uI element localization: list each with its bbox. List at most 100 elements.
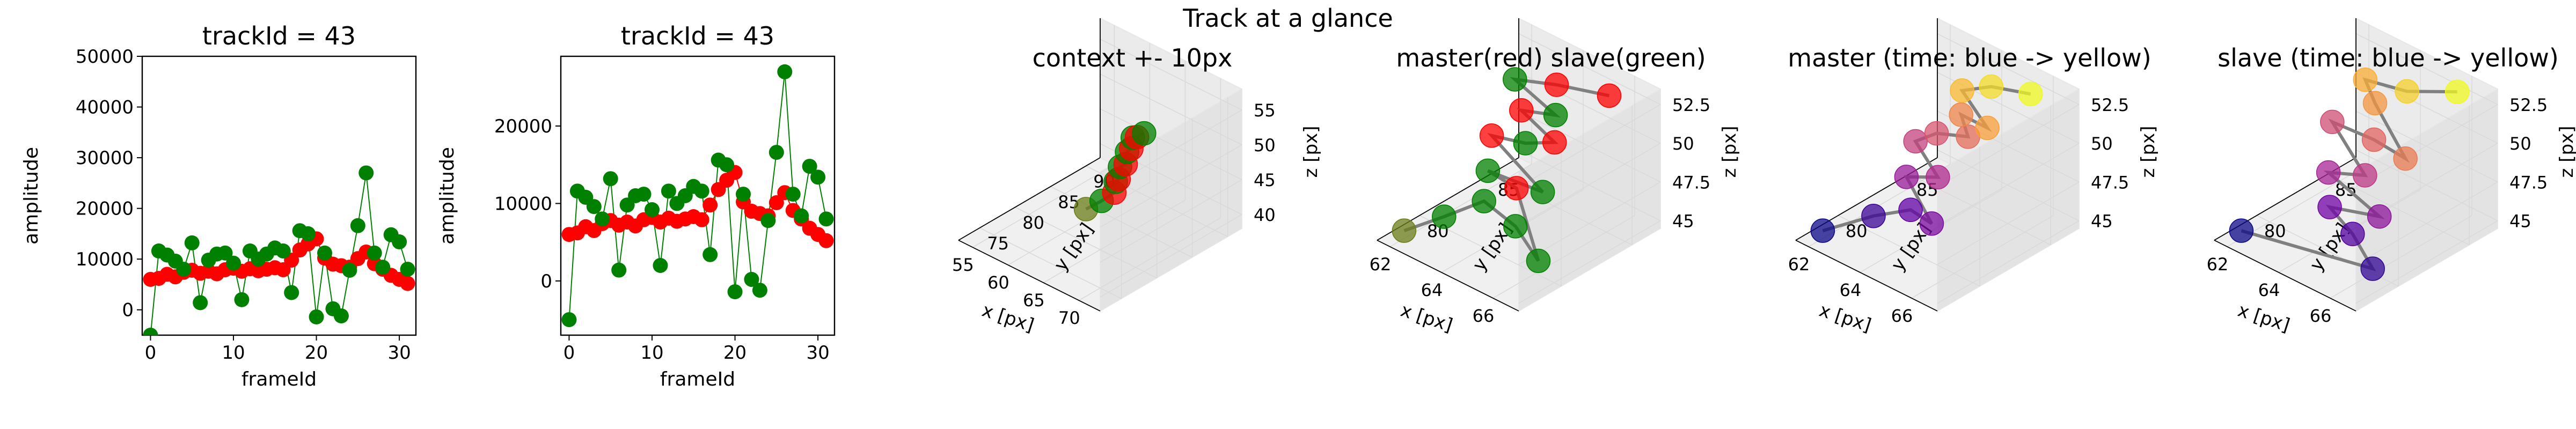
grid-line xyxy=(1100,108,1242,180)
z-tick-label: 52.5 xyxy=(2091,95,2129,115)
y-tick-label: 20000 xyxy=(494,116,552,137)
grid-line xyxy=(1100,179,1242,263)
grid-line xyxy=(2327,174,2470,246)
data-point-green xyxy=(217,245,233,261)
data-point-green xyxy=(375,260,391,275)
data-point-green xyxy=(727,284,743,300)
data-point-green xyxy=(702,247,718,262)
grid-line xyxy=(1008,182,1150,265)
x-tick-label: 0 xyxy=(145,342,157,364)
x-tick-label: 64 xyxy=(1840,280,1862,300)
x-tick-label: 64 xyxy=(1421,280,1443,300)
x-tick-label: 60 xyxy=(987,272,1009,293)
x-tick-label: 65 xyxy=(1023,290,1045,310)
panel-3-context-3d: 556065707580859040455055x [px]y [px]z [p… xyxy=(952,17,1322,336)
axes-title: master (time: blue -> yellow) xyxy=(1788,43,2151,72)
plot-area xyxy=(143,165,415,335)
x-tick-label: 0 xyxy=(564,342,575,364)
z-tick-label: 50 xyxy=(2509,134,2531,154)
data-point-green xyxy=(143,328,158,335)
data-point-green xyxy=(794,208,809,224)
grid-line xyxy=(2355,104,2498,188)
grid-line xyxy=(2330,215,2472,299)
data-point-green xyxy=(777,64,793,79)
data-point xyxy=(2395,79,2419,104)
data-point xyxy=(1597,83,1622,108)
data-point xyxy=(1926,165,1950,190)
y-tick-label: 0 xyxy=(122,300,134,321)
data-point-green xyxy=(603,171,618,187)
z-axis-label: z [px] xyxy=(1300,126,1322,178)
data-point xyxy=(1472,189,1496,213)
data-point xyxy=(1861,203,1886,228)
data-point-green xyxy=(595,211,610,227)
data-point-green xyxy=(358,165,374,181)
data-point-green xyxy=(333,308,349,324)
z-tick-label: 40 xyxy=(1254,205,1276,225)
data-point xyxy=(2361,127,2387,152)
data-point xyxy=(1975,115,2000,140)
y-tick-label: 10000 xyxy=(494,193,552,214)
z-tick-label: 47.5 xyxy=(2509,172,2548,193)
x-tick-label: 70 xyxy=(1058,308,1080,328)
data-point-green xyxy=(586,199,602,214)
x-tick-label: 66 xyxy=(1891,306,1913,326)
z-tick-label: 47.5 xyxy=(1672,172,1710,193)
data-point xyxy=(1898,197,1923,223)
data-point-green xyxy=(342,262,357,278)
data-point xyxy=(1542,130,1567,155)
data-point-green xyxy=(636,187,652,202)
x-tick-label: 20 xyxy=(723,342,747,364)
grid-line xyxy=(1937,181,2080,265)
data-point-red xyxy=(400,276,415,291)
axes-title: master(red) slave(green) xyxy=(1396,43,1706,72)
x-axis-line xyxy=(1795,240,1938,312)
data-point xyxy=(1924,121,1949,146)
data-point xyxy=(2362,91,2388,116)
z-tick-label: 47.5 xyxy=(2091,172,2129,193)
grid-line xyxy=(1015,206,1157,279)
data-point xyxy=(2353,163,2377,188)
y-tick-label: 10000 xyxy=(76,249,134,270)
x-tick-label: 62 xyxy=(1788,254,1810,275)
x-axis-label: x [px] xyxy=(1817,300,1874,337)
y-tick-label: 40000 xyxy=(76,97,134,119)
x-axis-label: x [px] xyxy=(2235,300,2293,337)
data-point xyxy=(1949,102,1973,127)
data-point-green xyxy=(317,245,332,261)
data-point xyxy=(2340,221,2365,247)
grid-line xyxy=(2355,33,2498,105)
y-axis-line xyxy=(958,157,1101,241)
z-tick-label: 45 xyxy=(1254,170,1276,190)
data-point-green xyxy=(818,211,834,227)
z-tick-label: 52.5 xyxy=(2509,95,2548,115)
x-axis-label: x [px] xyxy=(1398,300,1455,337)
grid-line xyxy=(2355,181,2498,265)
y-tick-label: 75 xyxy=(987,233,1009,254)
x-tick-label: 10 xyxy=(640,342,663,364)
data-point-green xyxy=(736,187,751,202)
side-pane xyxy=(1100,88,1242,312)
grid-line xyxy=(1518,110,1661,183)
data-point xyxy=(1503,214,1528,239)
data-point xyxy=(2320,109,2345,135)
data-point-green xyxy=(760,213,776,228)
data-point-green xyxy=(367,245,382,261)
y-tick-label: 20000 xyxy=(76,198,134,220)
grid-line xyxy=(1079,217,1221,301)
grid-line xyxy=(1100,144,1242,228)
data-point xyxy=(1530,180,1555,204)
data-point-green xyxy=(769,145,784,160)
data-point xyxy=(1544,72,1569,97)
data-point xyxy=(2316,160,2341,185)
data-point-green xyxy=(752,283,767,298)
grid-line xyxy=(1937,149,2080,221)
data-point xyxy=(1810,218,1835,243)
axes-title: slave (time: blue -> yellow) xyxy=(2218,43,2559,72)
data-point xyxy=(2353,67,2378,92)
grid-line xyxy=(1492,215,1635,299)
grid-line xyxy=(1050,186,1192,258)
grid-line xyxy=(1838,215,1980,287)
data-point xyxy=(1979,74,2004,99)
